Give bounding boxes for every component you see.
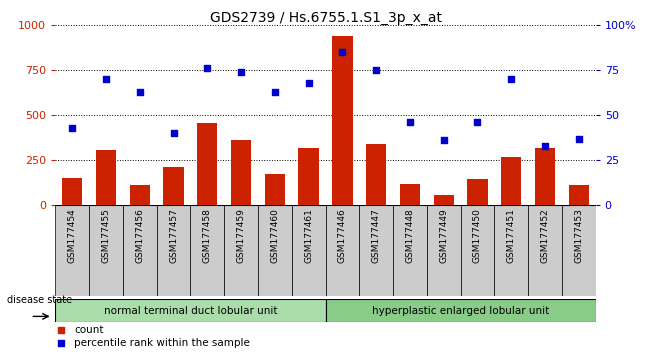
Text: GSM177451: GSM177451 xyxy=(506,208,516,263)
Bar xyxy=(366,144,386,205)
Text: GSM177456: GSM177456 xyxy=(135,208,145,263)
Point xyxy=(270,89,280,95)
Bar xyxy=(326,205,359,296)
Bar xyxy=(96,150,116,205)
Point xyxy=(55,341,66,346)
Text: GSM177452: GSM177452 xyxy=(540,208,549,263)
Text: GSM177460: GSM177460 xyxy=(270,208,279,263)
Bar xyxy=(130,184,150,205)
Bar xyxy=(461,205,494,296)
Bar xyxy=(163,166,184,205)
Bar xyxy=(292,205,326,296)
Point xyxy=(303,80,314,85)
Point xyxy=(405,119,415,125)
Bar xyxy=(258,205,292,296)
Bar xyxy=(359,205,393,296)
Point xyxy=(506,76,516,82)
Point xyxy=(169,130,179,136)
Bar xyxy=(265,174,285,205)
Text: GSM177457: GSM177457 xyxy=(169,208,178,263)
Point xyxy=(67,125,77,131)
Bar xyxy=(467,179,488,205)
Bar xyxy=(55,205,89,296)
Bar xyxy=(535,148,555,205)
Bar xyxy=(494,205,528,296)
Point xyxy=(574,136,584,141)
Text: GSM177458: GSM177458 xyxy=(203,208,212,263)
Bar xyxy=(434,195,454,205)
Point xyxy=(101,76,111,82)
Point xyxy=(371,67,381,73)
Bar xyxy=(501,158,521,205)
Text: GSM177455: GSM177455 xyxy=(102,208,111,263)
Bar xyxy=(569,185,589,205)
Bar xyxy=(191,205,224,296)
Text: percentile rank within the sample: percentile rank within the sample xyxy=(74,338,250,348)
Bar xyxy=(393,205,427,296)
Point xyxy=(472,119,482,125)
Point xyxy=(55,327,66,333)
Text: GSM177454: GSM177454 xyxy=(68,208,77,263)
Text: GSM177446: GSM177446 xyxy=(338,208,347,263)
Bar xyxy=(123,205,157,296)
Text: normal terminal duct lobular unit: normal terminal duct lobular unit xyxy=(104,306,277,316)
Text: GSM177447: GSM177447 xyxy=(372,208,381,263)
Text: GSM177453: GSM177453 xyxy=(574,208,583,263)
Bar xyxy=(62,178,82,205)
Text: GDS2739 / Hs.6755.1.S1_3p_x_at: GDS2739 / Hs.6755.1.S1_3p_x_at xyxy=(210,11,441,25)
Bar xyxy=(224,205,258,296)
Point xyxy=(337,49,348,55)
Point xyxy=(540,143,550,149)
Text: hyperplastic enlarged lobular unit: hyperplastic enlarged lobular unit xyxy=(372,306,549,316)
Bar xyxy=(332,36,353,205)
Text: disease state: disease state xyxy=(7,295,72,305)
Text: GSM177450: GSM177450 xyxy=(473,208,482,263)
Point xyxy=(135,89,145,95)
Text: count: count xyxy=(74,325,104,335)
Bar xyxy=(89,205,123,296)
Bar xyxy=(197,123,217,205)
Point xyxy=(236,69,246,75)
Bar xyxy=(157,205,191,296)
Bar xyxy=(400,184,420,205)
Point xyxy=(202,65,212,71)
Bar xyxy=(299,148,319,205)
Bar xyxy=(231,140,251,205)
Bar xyxy=(326,299,596,322)
Bar xyxy=(562,205,596,296)
Text: GSM177448: GSM177448 xyxy=(406,208,415,263)
Bar xyxy=(528,205,562,296)
Text: GSM177449: GSM177449 xyxy=(439,208,448,263)
Text: GSM177459: GSM177459 xyxy=(236,208,245,263)
Bar xyxy=(427,205,461,296)
Bar xyxy=(55,299,325,322)
Point xyxy=(439,137,449,143)
Text: GSM177461: GSM177461 xyxy=(304,208,313,263)
